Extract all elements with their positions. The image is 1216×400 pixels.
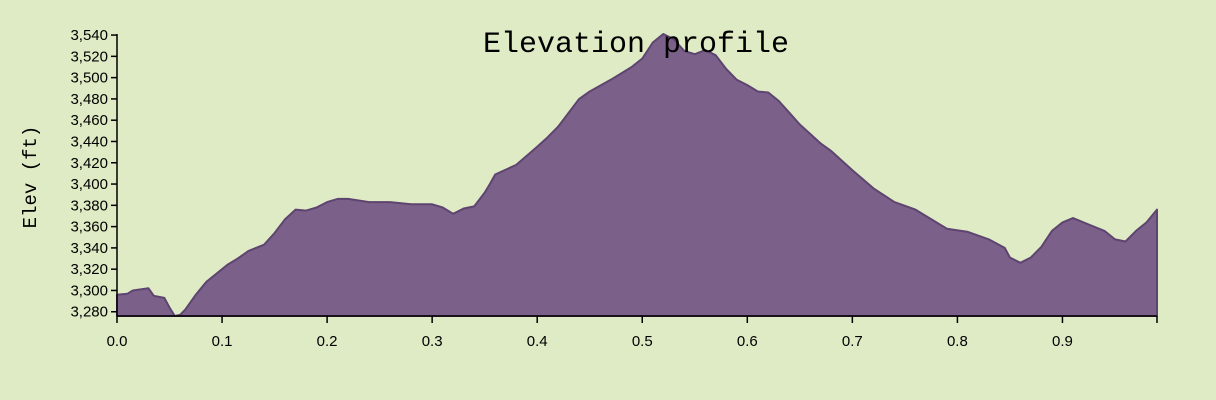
- y-tick-label: 3,280: [70, 304, 108, 321]
- y-tick-label: 3,540: [70, 27, 108, 44]
- y-tick-label: 3,340: [70, 240, 108, 257]
- x-tick-label: 0.2: [317, 333, 338, 350]
- x-tick-label: 0.5: [632, 333, 653, 350]
- y-tick-label: 3,420: [70, 155, 108, 172]
- y-tick-label: 3,480: [70, 91, 108, 108]
- y-tick-label: 3,300: [70, 282, 108, 299]
- y-tick-label: 3,440: [70, 133, 108, 150]
- x-tick-label: 0.3: [422, 333, 443, 350]
- y-tick-label: 3,500: [70, 70, 108, 87]
- x-tick-label: 0.6: [737, 333, 758, 350]
- y-tick-label: 3,520: [70, 48, 108, 65]
- y-tick-label: 3,360: [70, 219, 108, 236]
- x-axis-ticks: 0.0 0.1 0.2 0.3 0.4 0.5 0.6 0.7 0.8 0.9: [107, 316, 1158, 350]
- x-tick-label: 0.4: [527, 333, 548, 350]
- y-tick-label: 3,460: [70, 112, 108, 129]
- x-tick-label: 0.9: [1052, 333, 1073, 350]
- y-tick-label: 3,400: [70, 176, 108, 193]
- chart-title: Elevation profile: [483, 28, 789, 62]
- x-tick-label: 0.8: [947, 333, 968, 350]
- x-tick-label: 0.7: [842, 333, 863, 350]
- y-axis-ticks: 3,280 3,300 3,320 3,340 3,360 3,380 3,400 3,420…: [70, 27, 117, 321]
- y-tick-label: 3,320: [70, 261, 108, 278]
- elevation-area: [116, 33, 1158, 317]
- y-tick-label: 3,380: [70, 197, 108, 214]
- x-tick-label: 0.1: [212, 333, 233, 350]
- y-axis-title: Elev (ft): [20, 126, 42, 229]
- x-tick-label: 0.0: [107, 333, 128, 350]
